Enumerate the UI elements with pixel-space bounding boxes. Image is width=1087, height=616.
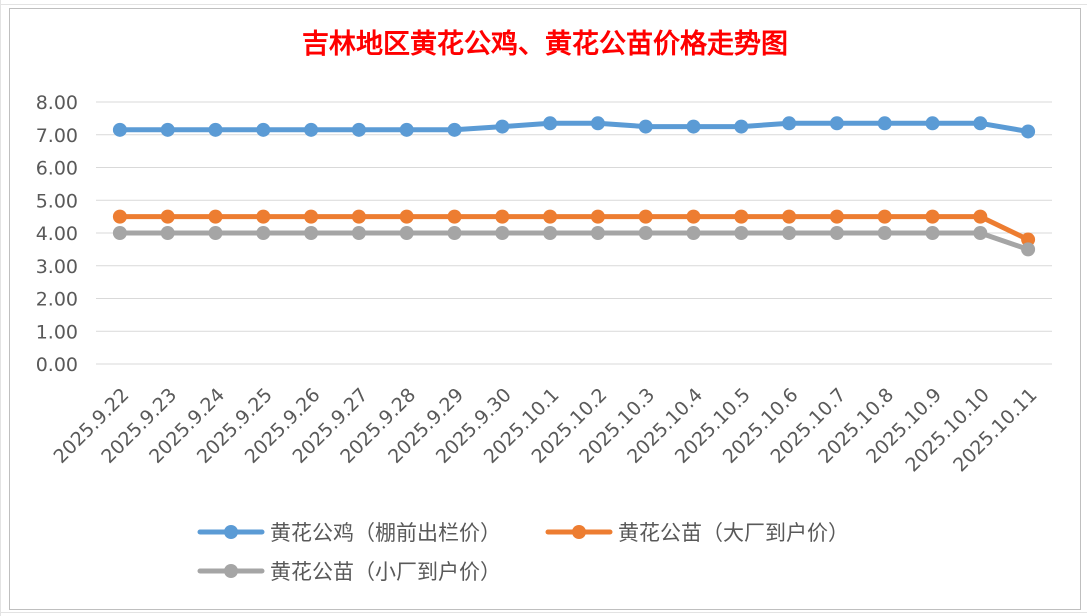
data-point xyxy=(590,226,605,240)
y-tick-label: 8.00 xyxy=(36,92,78,114)
data-point xyxy=(399,209,414,224)
data-point xyxy=(829,226,844,240)
data-point xyxy=(447,226,462,240)
y-tick-label: 6.00 xyxy=(36,158,78,180)
legend-label: 黄花公苗（大厂到户价） xyxy=(618,521,849,545)
series-lines xyxy=(112,116,1036,257)
legend: 黄花公鸡（棚前出栏价） 黄花公苗（大厂到户价） 黄花公苗（小厂到户价） xyxy=(197,521,849,584)
data-point xyxy=(495,226,510,240)
data-point xyxy=(877,116,892,131)
data-point xyxy=(973,209,988,224)
series-line xyxy=(117,214,1031,243)
series-2 xyxy=(112,209,1036,247)
data-point xyxy=(877,209,892,224)
data-point xyxy=(973,116,988,131)
data-point xyxy=(160,209,175,224)
chart-title: 吉林地区黄花公鸡、黄花公苗价格走势图 xyxy=(302,29,788,60)
series-line xyxy=(117,120,1031,134)
data-point xyxy=(399,122,414,137)
data-point xyxy=(351,226,366,240)
data-point xyxy=(112,226,127,240)
data-point xyxy=(160,226,175,240)
data-point xyxy=(208,122,223,137)
legend-item: 黄花公苗（大厂到户价） xyxy=(545,521,849,545)
data-point xyxy=(638,226,653,240)
data-point xyxy=(877,226,892,240)
data-point xyxy=(304,122,319,137)
data-point xyxy=(734,209,749,224)
data-point xyxy=(973,226,988,240)
data-point xyxy=(351,122,366,137)
series-line xyxy=(117,230,1031,252)
series-1 xyxy=(112,116,1036,139)
data-point xyxy=(925,116,940,131)
data-point xyxy=(543,209,558,224)
data-point xyxy=(543,226,558,240)
data-point xyxy=(447,122,462,137)
data-point xyxy=(638,119,653,134)
y-tick-label: 0.00 xyxy=(36,354,78,376)
data-point xyxy=(734,226,749,240)
data-point xyxy=(208,226,223,240)
series-3 xyxy=(112,226,1036,257)
data-point xyxy=(256,226,271,240)
data-point xyxy=(256,209,271,224)
data-point xyxy=(304,226,319,240)
data-point xyxy=(734,119,749,134)
data-point xyxy=(925,209,940,224)
y-tick-label: 3.00 xyxy=(36,256,78,278)
data-point xyxy=(686,119,701,134)
data-point xyxy=(351,209,366,224)
sheet-gridline xyxy=(0,612,1087,613)
data-point xyxy=(590,209,605,224)
y-tick-label: 1.00 xyxy=(36,321,78,343)
legend-label: 黄花公鸡（棚前出栏价） xyxy=(270,521,501,545)
data-point xyxy=(399,226,414,240)
data-point xyxy=(208,209,223,224)
line-chart: 吉林地区黄花公鸡、黄花公苗价格走势图 0.00 1.00 2.00 3.00 4.00 5… xyxy=(36,29,1052,584)
data-point xyxy=(782,226,797,240)
data-point xyxy=(638,209,653,224)
data-point xyxy=(543,116,558,131)
legend-swatch-marker xyxy=(224,525,238,539)
legend-swatch-marker xyxy=(224,564,238,578)
data-point xyxy=(447,209,462,224)
y-tick-label: 4.00 xyxy=(36,223,78,245)
legend-item: 黄花公苗（小厂到户价） xyxy=(197,560,501,584)
data-point xyxy=(782,209,797,224)
data-point xyxy=(829,116,844,131)
sheet-gridline xyxy=(0,4,1087,5)
sheet-gridline xyxy=(0,0,1,616)
legend-swatch-marker xyxy=(572,525,586,539)
data-point xyxy=(256,122,271,137)
data-point xyxy=(495,119,510,134)
data-point xyxy=(829,209,844,224)
data-point xyxy=(686,226,701,240)
x-axis-labels: 2025.9.222025.9.232025.9.242025.9.252025… xyxy=(49,384,1041,476)
legend-item: 黄花公鸡（棚前出栏价） xyxy=(197,521,501,545)
data-point xyxy=(925,226,940,240)
legend-label: 黄花公苗（小厂到户价） xyxy=(270,560,501,584)
data-point xyxy=(1021,242,1036,257)
data-point xyxy=(782,116,797,131)
chart-area[interactable]: 吉林地区黄花公鸡、黄花公苗价格走势图 0.00 1.00 2.00 3.00 4.00 5… xyxy=(9,8,1081,610)
data-point xyxy=(495,209,510,224)
data-point xyxy=(1021,232,1036,247)
y-axis-labels: 0.00 1.00 2.00 3.00 4.00 5.00 6.00 7.00 8.00 xyxy=(36,92,78,376)
data-point xyxy=(304,209,319,224)
data-point xyxy=(590,116,605,131)
data-point xyxy=(1021,124,1036,139)
data-point xyxy=(160,122,175,137)
data-point xyxy=(112,122,127,137)
y-tick-label: 5.00 xyxy=(36,190,78,212)
y-tick-label: 7.00 xyxy=(36,125,78,147)
y-tick-label: 2.00 xyxy=(36,289,78,311)
data-point xyxy=(112,209,127,224)
data-point xyxy=(686,209,701,224)
